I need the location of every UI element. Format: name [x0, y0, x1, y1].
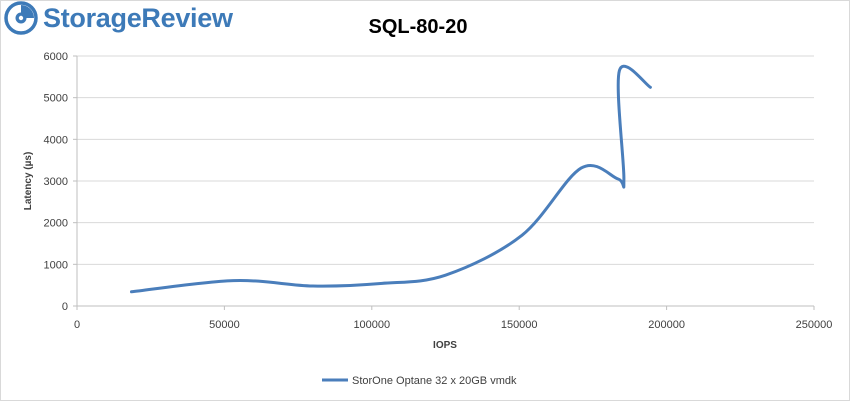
y-tick-label: 3000 [44, 176, 68, 188]
legend-label: StorOne Optane 32 x 20GB vmdk [352, 375, 517, 387]
storagereview-logo-icon [4, 1, 38, 35]
y-axis-label: Latency (µs) [23, 152, 34, 211]
series-line [130, 64, 652, 294]
gridlines [77, 55, 814, 265]
x-tick-label: 100000 [353, 319, 390, 331]
x-tick-label: 150000 [501, 319, 538, 331]
y-tick-label: 1000 [44, 259, 68, 271]
y-tick-labels: 0 1000 2000 3000 4000 5000 6000 [44, 51, 68, 313]
brand-name: StorageReview [43, 2, 233, 33]
y-tick-label: 5000 [44, 93, 68, 105]
y-tick-label: 0 [62, 301, 68, 313]
brand-logo: StorageReview [4, 1, 233, 35]
y-tick-label: 6000 [44, 51, 68, 63]
x-tick-label: 0 [74, 319, 80, 331]
x-tick-label: 50000 [209, 319, 240, 331]
x-tick-label: 250000 [796, 319, 833, 331]
x-tick-labels: 0 50000 100000 150000 200000 250000 [74, 319, 832, 331]
y-tick-label: 2000 [44, 218, 68, 230]
legend: StorOne Optane 32 x 20GB vmdk [322, 375, 517, 387]
x-tick-label: 200000 [648, 319, 685, 331]
axes [73, 55, 815, 310]
x-axis-label: IOPS [433, 340, 457, 351]
series-lines [130, 64, 652, 294]
chart-title: SQL-80-20 [369, 16, 468, 38]
y-tick-label: 4000 [44, 134, 68, 146]
